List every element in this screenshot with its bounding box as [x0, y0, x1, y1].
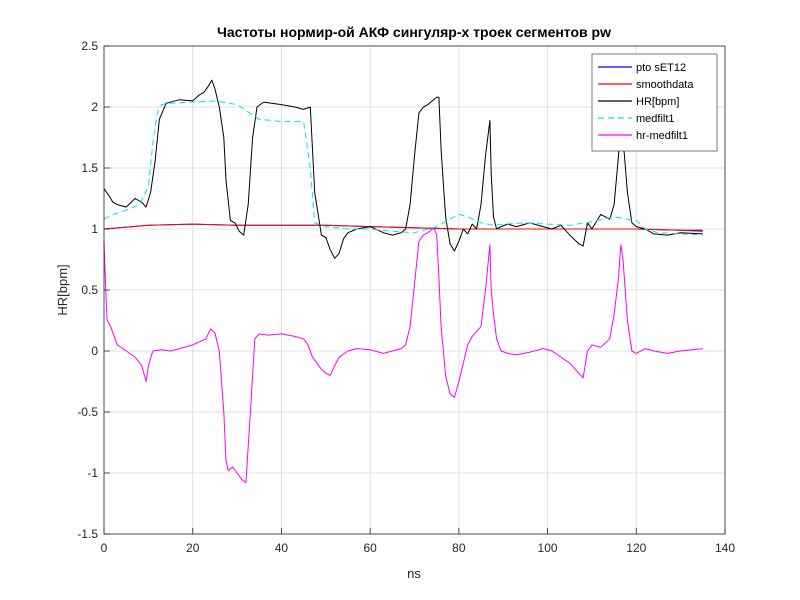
legend-label-1: smoothdata	[636, 79, 694, 91]
y-tick-label-0: -1.5	[77, 527, 98, 541]
x-tick-label-4: 80	[452, 541, 466, 555]
y-tick-label-5: 1	[91, 222, 98, 236]
x-tick-label-2: 40	[275, 541, 289, 555]
x-tick-label-7: 140	[715, 541, 735, 555]
series-line-hr-bpm	[103, 79, 703, 259]
series-line-hr-medfilt1	[103, 228, 703, 484]
legend-label-4: hr-medfilt1	[636, 130, 688, 142]
series-layer	[103, 79, 703, 484]
y-axis-label: HR[bpm]	[55, 264, 70, 315]
y-tick-label-4: 0.5	[81, 283, 98, 297]
x-tick-label-6: 120	[626, 541, 646, 555]
legend-label-0: pto sET12	[636, 62, 686, 74]
y-tick-label-1: -1	[87, 466, 98, 480]
y-tick-label-8: 2.5	[81, 39, 98, 53]
y-tick-label-7: 2	[91, 100, 98, 114]
x-axis-label: ns	[407, 566, 421, 581]
legend-label-2: HR[bpm]	[636, 96, 679, 108]
x-tick-label-1: 20	[186, 541, 200, 555]
ticks: 0 20 40 60 80 100 120 140 -1.5 -1 -0.5 0 0.5 1 1.5 2 2.5	[77, 39, 735, 555]
y-tick-label-2: -0.5	[77, 405, 98, 419]
y-tick-label-6: 1.5	[81, 161, 98, 175]
x-tick-label-5: 100	[538, 541, 558, 555]
chart-title: Частоты нормир-ой АКФ сингуляр-х троек с…	[217, 24, 611, 40]
legend: pto sET12 smoothdata HR[bpm] medfilt1 hr-med…	[591, 53, 718, 152]
x-tick-label-0: 0	[101, 541, 108, 555]
y-tick-label-3: 0	[91, 344, 98, 358]
x-tick-label-3: 60	[363, 541, 377, 555]
legend-label-3: medfilt1	[636, 113, 675, 125]
series-line-medfilt1	[103, 100, 703, 236]
series-line-smoothdata	[103, 223, 703, 232]
